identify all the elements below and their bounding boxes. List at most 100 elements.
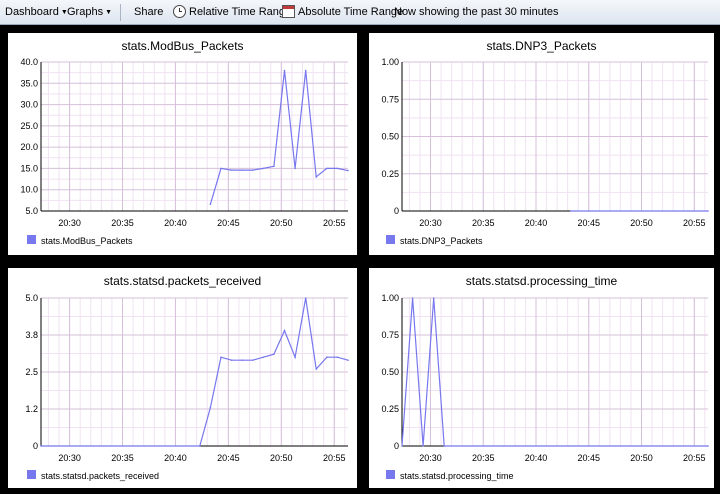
data-point — [304, 297, 307, 299]
absolute-time-range-button[interactable]: Absolute Time Range — [282, 0, 403, 25]
x-tick-label: 20:30 — [58, 218, 81, 228]
chevron-down-icon: ▼ — [105, 9, 113, 16]
data-point — [326, 356, 328, 358]
x-tick-label: 20:55 — [683, 453, 706, 463]
data-point — [251, 169, 254, 171]
legend-swatch — [386, 235, 395, 244]
relative-time-range-button[interactable]: Relative Time Range — [173, 0, 291, 25]
data-point — [220, 167, 222, 170]
data-point — [707, 445, 709, 447]
data-point — [411, 297, 414, 299]
graph-panel-dnp3-packets[interactable]: stats.DNP3_Packets stats.DNP3_Packets 0 0… — [369, 33, 714, 255]
dashboard-menu[interactable]: Dashboard ▼ — [5, 0, 68, 25]
legend-swatch — [27, 235, 36, 244]
series-line — [209, 70, 349, 205]
data-point — [283, 69, 286, 72]
y-tick-label: 0.50 — [381, 132, 399, 142]
y-tick-label: 0.75 — [381, 94, 399, 104]
graph-title: stats.statsd.processing_time — [465, 274, 618, 288]
chevron-down-icon: ▼ — [60, 9, 68, 16]
y-tick-label: 0 — [394, 441, 399, 451]
x-tick-label: 20:55 — [323, 218, 346, 228]
y-tick-label: 1.00 — [381, 57, 399, 67]
graph-panel-statsd-packets-received[interactable]: stats.statsd.packets_received stats.stat… — [8, 268, 357, 488]
graph-title: stats.ModBus_Packets — [121, 39, 244, 53]
legend-label: stats.ModBus_Packets — [41, 236, 133, 246]
data-point — [336, 356, 339, 358]
x-tick-label: 20:35 — [111, 218, 134, 228]
y-tick-label: 0.50 — [381, 367, 399, 377]
series-line — [41, 297, 349, 447]
x-tick-label: 20:35 — [111, 453, 134, 463]
graph-panel-statsd-processing-time[interactable]: stats.statsd.processing_time stats.stats… — [369, 268, 714, 488]
x-tick-label: 20:40 — [525, 218, 548, 228]
x-tick-label: 20:45 — [217, 453, 240, 463]
y-tick-label: 15.0 — [20, 163, 38, 173]
data-point — [347, 169, 349, 172]
legend-swatch — [386, 470, 395, 479]
data-point — [283, 329, 286, 332]
data-point — [198, 445, 201, 447]
graph-title: stats.statsd.packets_received — [103, 274, 262, 288]
data-point — [707, 210, 709, 212]
data-point — [251, 359, 254, 361]
line-chart: stats.statsd.processing_time 0 0.25 0.50 0.… — [381, 293, 709, 481]
graphs-menu[interactable]: Graphs ▼ — [67, 0, 112, 25]
toolbar-divider — [120, 4, 121, 21]
calendar-icon — [282, 5, 295, 18]
data-point — [241, 359, 243, 361]
line-chart: stats.statsd.packets_received 0 1.2 2.5 3.8… — [25, 293, 349, 481]
x-tick-label: 20:40 — [525, 453, 548, 463]
x-tick-label: 20:50 — [630, 453, 653, 463]
data-point — [241, 169, 243, 171]
x-tick-label: 20:30 — [419, 218, 442, 228]
data-point — [347, 359, 349, 361]
data-point — [262, 356, 265, 358]
y-tick-label: 10.0 — [20, 185, 38, 195]
data-point — [315, 176, 318, 178]
data-point — [262, 167, 265, 170]
x-tick-label: 20:35 — [472, 453, 495, 463]
x-tick-label: 20:50 — [630, 218, 653, 228]
x-tick-label: 20:45 — [577, 453, 600, 463]
y-tick-label: 1.00 — [381, 293, 399, 303]
x-tick-label: 20:35 — [472, 218, 495, 228]
data-point — [304, 69, 307, 72]
share-button[interactable]: Share — [134, 0, 163, 25]
x-tick-label: 20:55 — [323, 453, 346, 463]
legend-label: stats.DNP3_Packets — [400, 236, 483, 246]
y-tick-label: 30.0 — [20, 100, 38, 110]
y-tick-label: 5.0 — [25, 206, 38, 216]
series-line — [401, 297, 708, 447]
y-tick-label: 40.0 — [20, 57, 38, 67]
y-tick-label: 25.0 — [20, 121, 38, 131]
x-tick-label: 20:40 — [164, 453, 187, 463]
y-tick-label: 3.8 — [25, 330, 38, 340]
data-point — [273, 165, 275, 168]
y-tick-label: 5.0 — [25, 293, 38, 303]
x-tick-label: 20:55 — [683, 218, 706, 228]
y-tick-label: 20.0 — [20, 142, 38, 152]
data-point — [294, 167, 296, 170]
x-tick-label: 20:30 — [419, 453, 442, 463]
data-point — [273, 353, 275, 356]
y-tick-label: 0.75 — [381, 330, 399, 340]
dashboard-menu-label: Dashboard — [5, 6, 59, 18]
x-tick-label: 20:45 — [217, 218, 240, 228]
y-tick-label: 1.2 — [25, 404, 38, 414]
y-tick-label: 35.0 — [20, 78, 38, 88]
data-point — [230, 359, 233, 361]
x-tick-label: 20:30 — [58, 453, 81, 463]
data-point — [570, 210, 572, 212]
y-tick-label: 0 — [33, 441, 38, 451]
x-tick-label: 20:40 — [164, 218, 187, 228]
graphs-menu-label: Graphs — [67, 6, 104, 18]
graph-panel-modbus-packets[interactable]: stats.ModBus_Packets stats.ModBus_Packet… — [8, 33, 357, 255]
y-tick-label: 0.25 — [381, 169, 399, 179]
data-point — [432, 297, 435, 299]
toolbar: Dashboard ▼ Graphs ▼ Share Relative Time R… — [0, 0, 720, 25]
x-tick-label: 20:50 — [270, 218, 293, 228]
data-point — [220, 356, 222, 358]
y-tick-label: 2.5 — [25, 367, 38, 377]
line-chart: stats.ModBus_Packets 5.0 10.0 15.0 20.0 25.0… — [20, 57, 349, 246]
